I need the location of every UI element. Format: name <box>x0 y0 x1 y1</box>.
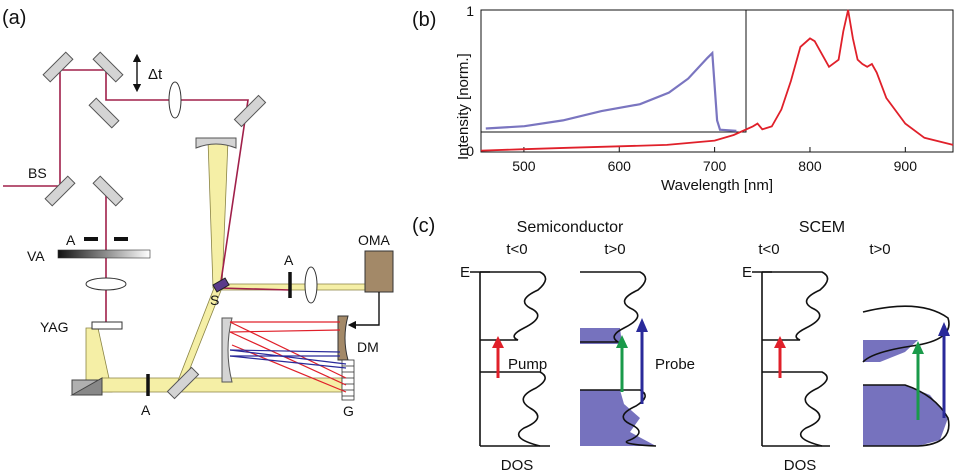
scem-after-panel <box>862 305 950 447</box>
oma-box <box>364 250 394 293</box>
mirrors <box>42 51 267 400</box>
scem-dos-curve-after <box>862 305 950 363</box>
panel-label-a: (a) <box>2 7 26 29</box>
inset-frame <box>480 9 747 133</box>
lens-top <box>168 81 182 119</box>
lens-oma <box>304 266 318 304</box>
pump-arrow-head <box>492 336 504 348</box>
yag-label: YAG <box>40 319 69 335</box>
semi-filled-valence <box>580 390 656 446</box>
setup-diagram: (a) <box>2 7 394 419</box>
scem-title: SCEM <box>799 219 845 236</box>
scem-dos-axis: DOS <box>784 457 817 474</box>
scem-filled-upper <box>863 340 918 362</box>
spherical-mirror-top <box>195 137 237 149</box>
y-tick-0: 0 <box>466 143 474 159</box>
scem-energy-axis: E <box>742 264 752 281</box>
oma-label: OMA <box>358 232 391 248</box>
blue-probe-head <box>636 318 648 332</box>
variable-attenuator <box>57 249 151 259</box>
pump-label: Pump <box>508 356 547 373</box>
aperture-2-label: A <box>141 402 151 418</box>
sample <box>212 277 230 293</box>
scem-pump-head <box>774 336 786 348</box>
y-axis-label: Intensity [norm.] <box>455 53 472 160</box>
semi-t-before: t<0 <box>506 241 527 258</box>
semi-dos-axis: DOS <box>501 457 534 474</box>
semiconductor-title: Semiconductor <box>517 219 624 236</box>
grating-label: G <box>343 403 354 419</box>
x-ticks: 500 600 700 800 900 <box>512 147 917 174</box>
scem-dos-upper-before <box>762 271 829 341</box>
oma-feedback-arrow <box>347 292 380 330</box>
sample-label: S <box>210 292 219 308</box>
panel-label-c: (c) <box>412 215 435 237</box>
semi-filled-conduction <box>580 328 622 344</box>
green-probe-head <box>616 335 628 348</box>
shaper-spherical-mirror <box>221 317 233 383</box>
dm-label: DM <box>357 339 379 355</box>
semi-dos-lower-before <box>480 371 546 447</box>
aperture-1-label: A <box>66 232 76 248</box>
panel-label-b: (b) <box>412 9 436 31</box>
semi-dos-lower-after <box>580 389 657 447</box>
x-tick-label: 900 <box>894 158 918 174</box>
y-tick-1: 1 <box>466 3 474 19</box>
x-axis-label: Wavelength [nm] <box>661 177 773 194</box>
lens-va <box>85 277 127 291</box>
scem-blue-head <box>938 322 950 336</box>
x-tick-label: 600 <box>608 158 632 174</box>
aperture-3-label: A <box>284 252 294 268</box>
x-tick-label: 800 <box>798 158 822 174</box>
prism-face <box>70 377 103 396</box>
x-tick-label: 700 <box>703 158 727 174</box>
scem-filled-lower <box>863 385 948 446</box>
semi-after-panel: Probe <box>580 271 695 447</box>
x-tick-label: 500 <box>512 158 536 174</box>
delay-label: Δt <box>148 66 163 83</box>
scem-dos-lower-before <box>762 371 828 447</box>
semi-energy-axis: E <box>460 264 470 281</box>
inset-spectrum-line <box>485 50 737 132</box>
semi-dos-upper-after <box>580 271 647 343</box>
scem-green-head <box>912 341 924 354</box>
semi-t-after: t>0 <box>604 241 625 258</box>
attenuator-label: VA <box>27 248 45 264</box>
beam-splitter-label: BS <box>28 165 47 181</box>
probe-label: Probe <box>655 356 695 373</box>
main-spectrum-line <box>480 9 954 152</box>
dos-diagram: (c) Semiconductor SCEM t<0 t>0 t<0 t>0 E… <box>412 215 950 474</box>
scem-t-before: t<0 <box>758 241 779 258</box>
yag-crystal <box>91 321 123 330</box>
scem-t-after: t>0 <box>869 241 890 258</box>
grating <box>341 359 355 401</box>
blue-rays <box>229 349 347 369</box>
spectrum-chart: (b) Intensity [norm.] Wavelength [nm] 1 … <box>412 3 954 194</box>
semi-dos-upper-before <box>480 271 547 341</box>
